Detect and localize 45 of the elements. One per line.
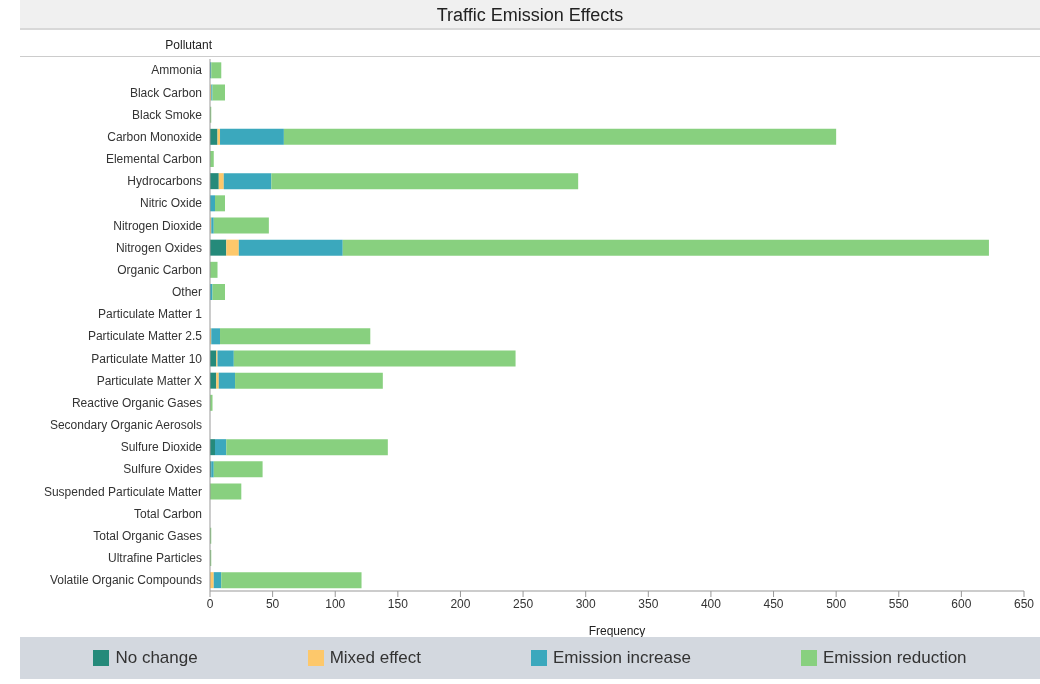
y-tick-label: Nitric Oxide [139, 196, 203, 211]
y-tick-label: Organic Carbon [117, 262, 202, 277]
y-tick-label: Nitrogen Dioxide [113, 218, 203, 233]
x-tick-label: 200 [450, 596, 471, 611]
legend-label: Mixed effect [329, 648, 421, 668]
x-tick-label: 450 [763, 596, 784, 611]
legend-label: No change [115, 648, 198, 668]
y-tick-label: Total Carbon [133, 506, 202, 521]
y-tick-label: Black Carbon [129, 85, 202, 100]
x-tick-label: 150 [387, 596, 409, 611]
x-tick-label: 250 [513, 596, 534, 611]
x-tick-label: 650 [1013, 596, 1035, 611]
y-tick-label: Hydrocarbons [127, 174, 202, 189]
y-tick-label: Sulfure Oxides [123, 462, 202, 477]
y-tick-label: Sulfure Dioxide [120, 440, 203, 455]
x-tick-label: 550 [888, 596, 910, 611]
y-tick-label: Ammonia [151, 63, 203, 78]
y-tick-label: Carbon Monoxide [107, 129, 203, 144]
chart-title: Traffic Emission Effects [20, 0, 1040, 30]
x-tick-label: 350 [638, 596, 659, 611]
y-tick-label: Particulate Matter X [96, 373, 202, 388]
y-tick-label: Elemental Carbon [105, 152, 202, 167]
x-tick-label: 500 [826, 596, 847, 611]
x-axis-title: Frequency [588, 624, 646, 638]
x-tick-label: 600 [951, 596, 972, 611]
legend-label: Emission increase [553, 648, 691, 668]
y-tick-label: Suspended Particulate Matter [43, 484, 202, 499]
legend-label: Emission reduction [822, 648, 967, 668]
y-axis-title: Pollutant [165, 38, 212, 52]
y-tick-label: Volatile Organic Compounds [49, 573, 202, 588]
y-tick-label: Black Smoke [131, 107, 203, 122]
y-tick-label: Particulate Matter 2.5 [87, 329, 203, 344]
x-tick-label: 0 [206, 596, 214, 611]
x-tick-label: 400 [700, 596, 722, 611]
y-tick-label: Particulate Matter 1 [97, 307, 203, 322]
y-tick-label: Nitrogen Oxides [115, 240, 202, 255]
y-tick-label: Secondary Organic Aerosols [49, 418, 202, 433]
x-tick-label: 100 [325, 596, 346, 611]
x-tick-label: 300 [575, 596, 597, 611]
y-tick-label: Other [171, 285, 202, 300]
y-tick-label: Reactive Organic Gases [71, 395, 202, 410]
y-tick-label: Ultrafine Particles [107, 551, 202, 566]
y-tick-label: Total Organic Gases [93, 528, 202, 543]
y-tick-label: Particulate Matter 10 [91, 351, 203, 366]
x-tick-label: 50 [265, 596, 280, 611]
